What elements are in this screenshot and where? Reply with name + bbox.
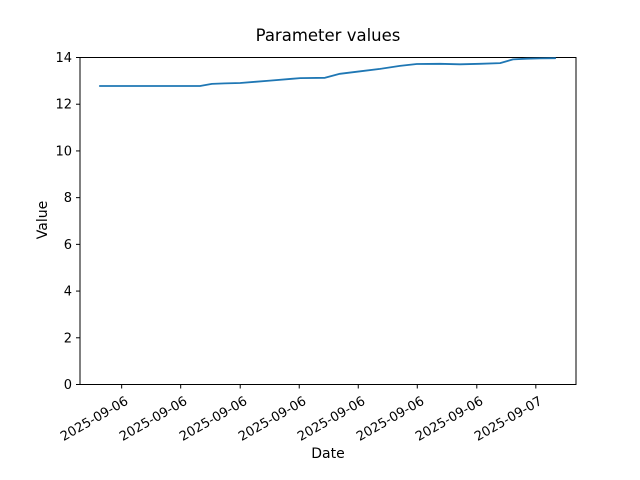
y-tick-label: 4 (64, 285, 72, 300)
x-axis-label: Date (311, 446, 345, 462)
axes-spines (79, 57, 577, 385)
y-tick-label: 6 (64, 238, 72, 253)
y-tick-label: 14 (55, 51, 72, 66)
y-tick-label: 8 (64, 191, 72, 206)
data-line-parameter-values-line (98, 57, 557, 87)
y-tick-label: 10 (55, 144, 72, 159)
y-tick-label: 12 (55, 98, 72, 113)
y-tick-label: 2 (64, 331, 72, 346)
y-axis-label: Value (35, 200, 51, 240)
y-tick-label: 0 (64, 378, 72, 393)
chart-title: Parameter values (255, 26, 401, 45)
